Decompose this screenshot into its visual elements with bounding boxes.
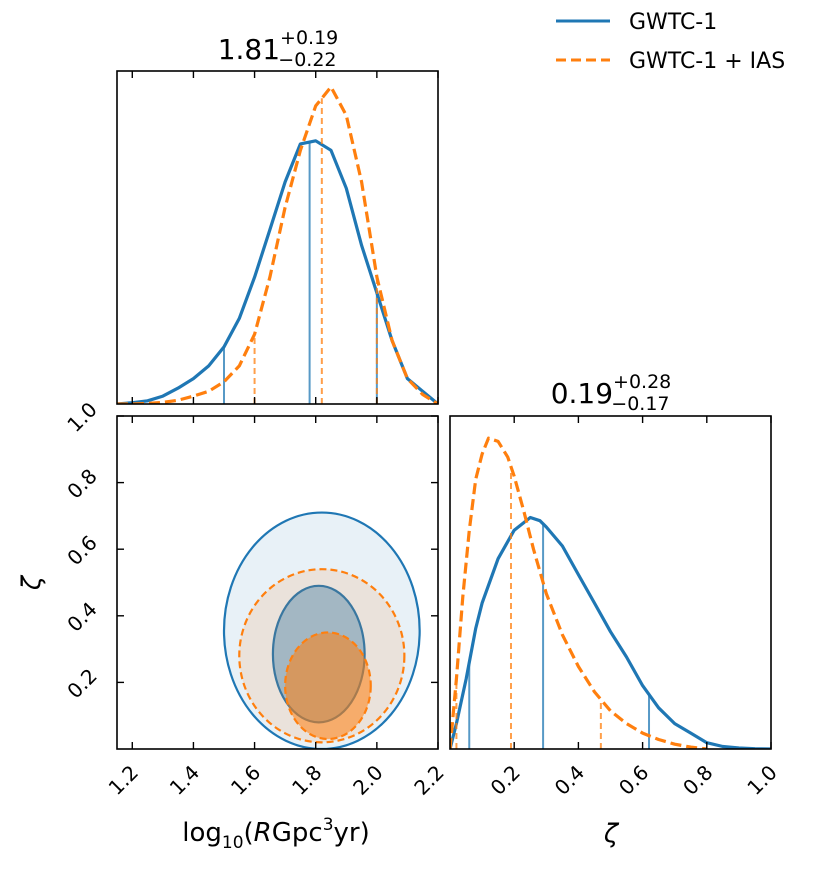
panel-top-marginal: 1.81+0.19 −0.22 [116, 27, 439, 405]
contour-xtick-label: 1.2 [104, 760, 143, 799]
zeta-marginal-curve-gwtc1 [450, 515, 771, 749]
zeta-marginal-curve-gwtc1-ias [450, 436, 707, 749]
contour-ytick-label: 0.6 [62, 531, 101, 570]
top-marginal-title: 1.81+0.19 −0.22 [218, 27, 339, 71]
contour-plot-area [222, 511, 421, 749]
zeta-marginal-xtick-label: 0.8 [678, 760, 717, 799]
zeta-marginal-plot-area [450, 436, 771, 749]
top-marginal-curve-gwtc1 [117, 139, 438, 404]
zeta-marginal-title: 0.19+0.28 −0.17 [551, 371, 672, 415]
zeta-marginal-xtick-label: 0.6 [614, 760, 653, 799]
top-marginal-ticks [131, 71, 439, 404]
contour-x-axis-label: log10(RGpc3yr) [182, 815, 370, 853]
legend-label-gwtc1: GWTC-1 [629, 10, 717, 35]
contour-ytick-label: 1.0 [62, 397, 101, 436]
zeta-x-axis-label: ζ [603, 819, 620, 849]
zeta-marginal-ticks: 0.2 0.4 0.6 0.8 1.0 [486, 416, 782, 800]
contour-ytick-label: 0.4 [62, 597, 101, 636]
contour-xtick-label: 1.8 [287, 760, 326, 799]
contour-gwtc1-ias-inner [284, 631, 372, 741]
contour-xtick-label: 2.0 [348, 760, 387, 799]
zeta-marginal-xtick-label: 1.0 [742, 760, 781, 799]
panel-2d-contour: 1.2 1.4 1.6 1.8 2.0 2.2 0.2 0.4 0.6 0.8 1.0 log10(… [17, 397, 449, 853]
top-marginal-plot-area [117, 85, 438, 404]
zeta-marginal-frame [449, 415, 772, 750]
contour-y-axis-label: ζ [17, 574, 47, 591]
contour-xtick-label: 1.6 [226, 760, 265, 799]
panel-zeta-marginal: 0.2 0.4 0.6 0.8 1.0 0.19+0.28 −0.17 ζ [449, 371, 782, 849]
contour-xtick-label: 1.4 [165, 760, 204, 799]
contour-ytick-label: 0.8 [62, 464, 101, 503]
legend: GWTC-1 GWTC-1 + IAS [556, 10, 785, 74]
contour-xtick-label: 2.2 [409, 760, 448, 799]
zeta-marginal-xtick-label: 0.4 [550, 760, 589, 799]
legend-label-gwtc1-ias: GWTC-1 + IAS [629, 49, 785, 74]
top-marginal-frame [116, 70, 439, 405]
contour-frame [116, 415, 439, 750]
top-marginal-curve-gwtc1-ias [117, 85, 438, 404]
contour-ytick-label: 0.2 [62, 664, 101, 703]
zeta-marginal-xtick-label: 0.2 [486, 760, 525, 799]
